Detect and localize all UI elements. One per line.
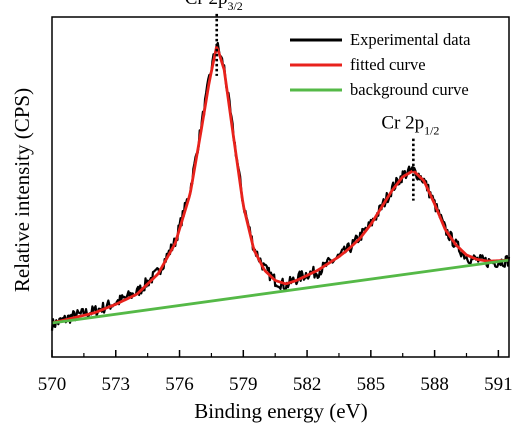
plot-frame	[51, 16, 510, 358]
legend-label-2: fitted curve	[350, 55, 426, 74]
x-tick-label-7: 591	[484, 374, 513, 395]
x-tick-label-1: 573	[102, 374, 131, 395]
plot-series	[50, 41, 511, 331]
x-axis-title: Binding energy (eV)	[194, 399, 367, 423]
x-tick-label-2: 576	[165, 374, 194, 395]
peak-label-1: Cr 2p3/2	[185, 0, 243, 13]
legend: Experimental data fitted curve background …	[290, 30, 471, 99]
x-tick-label-5: 585	[357, 374, 386, 395]
y-axis-title: Relative intensity (CPS)	[10, 88, 34, 292]
legend-label-3: background curve	[350, 80, 469, 99]
x-tick-label-6: 588	[420, 374, 449, 395]
series-background-curve	[51, 258, 510, 325]
peak-markers	[215, 13, 415, 201]
legend-label-1: Experimental data	[350, 30, 471, 49]
x-tick-label-3: 579	[229, 374, 258, 395]
x-tick-label-4: 582	[293, 374, 322, 395]
peak-label-2: Cr 2p1/2	[381, 113, 439, 138]
series-fitted-curve	[51, 45, 510, 325]
x-tick-label-0: 570	[38, 374, 67, 395]
x-axis-ticks: 570 573 576 579 582 585 588 591	[38, 350, 513, 395]
